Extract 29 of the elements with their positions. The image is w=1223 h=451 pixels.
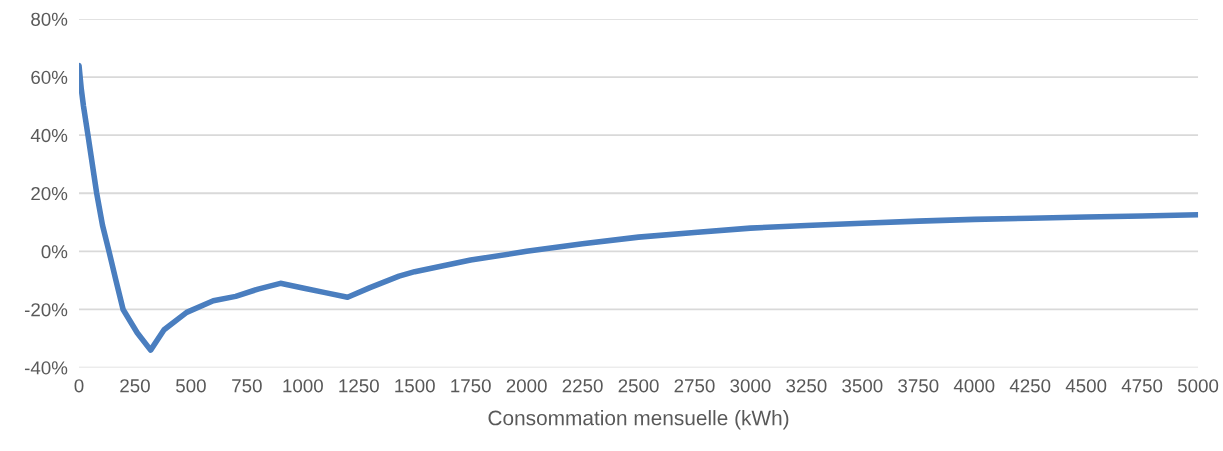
x-tick-label: 500 (176, 379, 206, 393)
y-tick-label: 20% (31, 186, 68, 201)
x-tick-label: 1500 (395, 379, 435, 393)
x-axis-title: Consommation mensuelle (kWh) (488, 410, 789, 430)
x-tick-label: 2500 (618, 379, 659, 393)
y-tick-label: -20% (24, 303, 68, 317)
y-tick-label: -40% (24, 361, 68, 375)
y-tick-label: 40% (30, 128, 68, 143)
x-tick-label: 1750 (451, 379, 491, 393)
x-tick-label: 3500 (842, 379, 883, 393)
x-tick-label: 3000 (730, 379, 771, 393)
x-tick-label: 4750 (1121, 379, 1163, 393)
x-tick-label: 3750 (898, 379, 939, 393)
y-tick-label: 0% (41, 245, 68, 259)
x-tick-label: 4500 (1065, 379, 1107, 393)
x-tick-label: 750 (232, 379, 262, 393)
x-tick-label: 2000 (506, 379, 547, 393)
x-tick-label: 3250 (786, 379, 827, 393)
y-tick-label: 80% (31, 12, 68, 26)
y-tick-label: 60% (31, 70, 68, 85)
x-tick-label: 0 (74, 379, 84, 393)
x-tick-label: 1250 (339, 379, 379, 393)
x-tick-label: 5000 (1177, 379, 1219, 393)
x-tick-label: 1000 (283, 379, 323, 393)
x-tick-label: 4000 (953, 379, 995, 393)
x-tick-label: 2250 (562, 379, 603, 393)
x-tick-label: 4250 (1009, 379, 1051, 393)
x-tick-label: 250 (120, 379, 150, 393)
x-tick-label: 2750 (674, 379, 715, 393)
